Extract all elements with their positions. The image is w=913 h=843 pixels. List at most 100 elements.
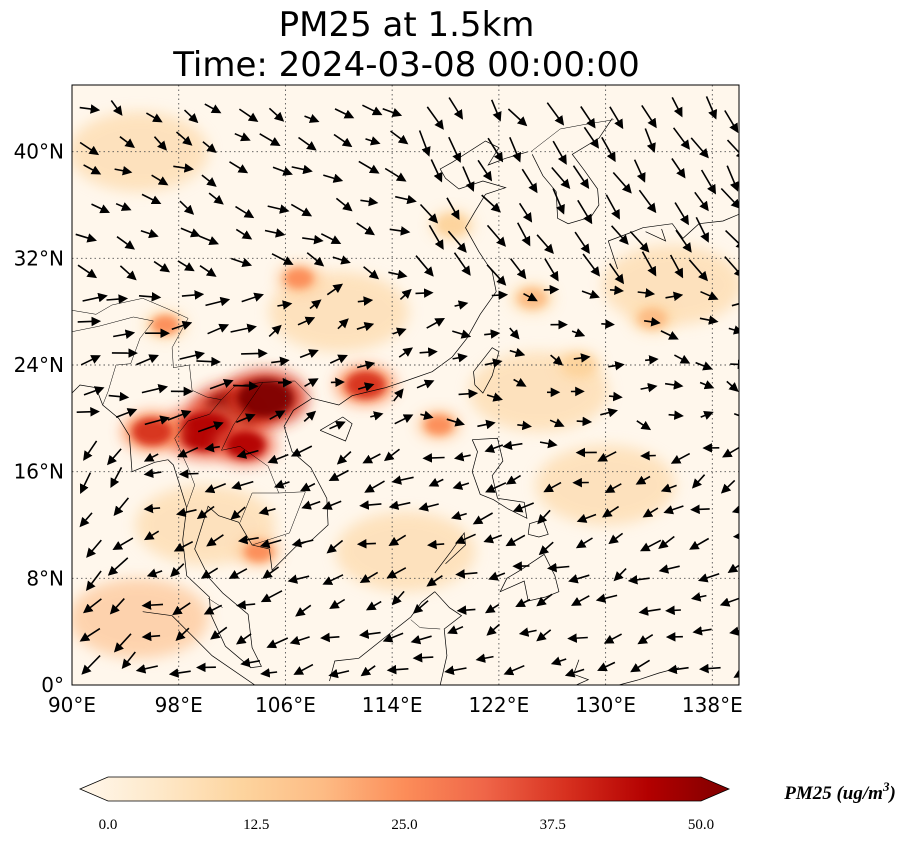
wind-arrow [637, 634, 654, 645]
wind-arrow [491, 290, 509, 300]
wind-arrow [115, 408, 138, 418]
wind-arrow [420, 410, 434, 420]
wind-arrow [146, 112, 163, 123]
wind-arrow [552, 140, 567, 165]
wind-arrow [230, 506, 246, 520]
wind-arrow [550, 656, 567, 666]
wind-arrow [81, 655, 101, 675]
colorbar-ticks: 0.0 12.5 25.0 37.5 50.0 [99, 817, 715, 833]
wind-arrow [422, 453, 445, 463]
wind-arrow [235, 228, 253, 240]
wind-arrow [359, 571, 379, 584]
wind-arrow [724, 110, 739, 134]
wind-arrow [452, 480, 470, 490]
wind-arrow [329, 598, 346, 609]
wind-arrow [138, 292, 162, 302]
wind-arrow [505, 474, 522, 485]
wind-arrow [304, 378, 319, 388]
haze-patch [602, 245, 739, 325]
wind-arrow [200, 567, 219, 579]
wind-arrow [306, 252, 325, 267]
longitude-tick-label: 98°E [155, 693, 203, 717]
wind-arrow [337, 318, 349, 330]
country-border [239, 492, 279, 523]
wind-arrow [234, 132, 251, 142]
wind-arrow [231, 480, 254, 491]
wind-arrow [484, 358, 503, 368]
wind-arrow [269, 410, 286, 420]
wind-arrow [428, 224, 444, 250]
country-border [410, 619, 441, 630]
wind-arrow [384, 167, 407, 182]
wind-arrow [179, 350, 206, 360]
wind-arrow [726, 139, 739, 160]
wind-arrow [266, 637, 289, 649]
country-border [72, 316, 154, 406]
wind-arrow [690, 504, 710, 515]
wind-arrow [386, 567, 407, 579]
wind-arrow [582, 253, 601, 277]
wind-arrow [485, 482, 507, 493]
wind-arrow [113, 329, 136, 339]
wind-arrow [264, 228, 286, 238]
wind-arrow [304, 113, 320, 123]
wind-arrow [629, 230, 650, 253]
wind-arrow [691, 474, 706, 489]
map-title-line-2: Time: 2024-03-08 00:00:00 [173, 45, 640, 85]
wind-arrow [486, 392, 503, 402]
coastline [471, 437, 528, 519]
wind-arrow [146, 568, 163, 578]
wind-arrow [277, 300, 293, 310]
wind-arrow [167, 409, 192, 421]
wind-arrow [640, 382, 658, 393]
wind-arrow [664, 380, 684, 390]
wind-arrow [675, 229, 692, 253]
wind-arrow [577, 199, 593, 225]
wind-arrow [76, 406, 100, 417]
wind-arrow [412, 652, 434, 663]
wind-arrow [79, 627, 101, 642]
wind-arrow [447, 230, 467, 253]
wind-arrow [660, 330, 679, 340]
wind-arrow [273, 479, 290, 489]
wind-arrow [671, 97, 683, 118]
wind-arrow [398, 347, 414, 358]
wind-arrow [175, 131, 193, 146]
wind-arrow [236, 449, 259, 459]
wind-arrow [237, 534, 259, 545]
wind-arrow [360, 665, 376, 677]
wind-arrow [518, 202, 533, 223]
wind-arrow [362, 104, 383, 116]
wind-arrow [638, 189, 657, 214]
wind-arrow [483, 534, 503, 544]
coastline [72, 384, 329, 669]
wind-arrow [521, 168, 538, 194]
wind-arrow [388, 269, 408, 280]
wind-arrow [730, 359, 739, 370]
wind-arrow [141, 631, 161, 642]
country-border [174, 399, 222, 508]
country-border [530, 119, 614, 152]
wind-arrow [536, 234, 554, 255]
wind-arrow [583, 126, 600, 149]
wind-arrow [503, 664, 525, 676]
wind-arrow [358, 160, 380, 174]
wind-arrow [328, 668, 350, 679]
wind-arrow [121, 651, 136, 669]
wind-arrow [140, 229, 159, 239]
wind-arrow [611, 225, 629, 245]
wind-arrow [455, 569, 478, 579]
wind-arrow [382, 632, 404, 643]
wind-arrow [359, 629, 381, 639]
wind-arrow [260, 590, 283, 603]
wind-arrow [86, 539, 102, 558]
wind-arrow [462, 166, 475, 192]
wind-arrow [322, 500, 342, 510]
wind-arrow [173, 163, 195, 173]
wind-arrow [362, 453, 381, 464]
wind-arrow [720, 187, 739, 210]
map-frame [71, 84, 740, 686]
wind-arrow [477, 159, 493, 182]
wind-arrow [290, 203, 313, 217]
wind-arrow [107, 557, 129, 576]
